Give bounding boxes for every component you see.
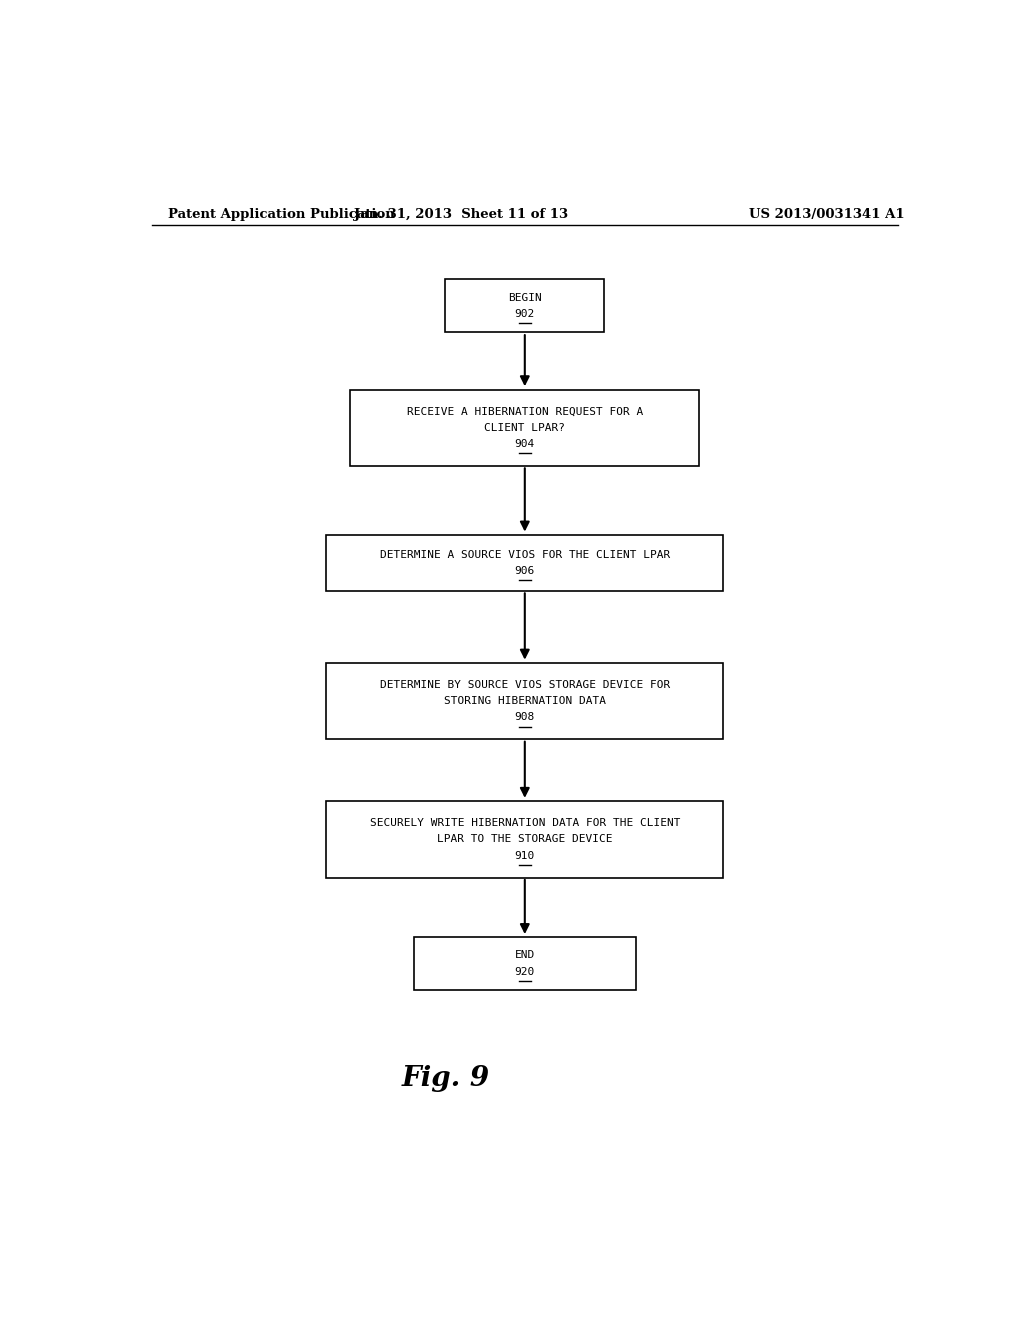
Bar [327,663,723,739]
Text: 904: 904 [515,440,535,449]
Text: 920: 920 [515,966,535,977]
Text: 902: 902 [515,309,535,319]
Text: RECEIVE A HIBERNATION REQUEST FOR A: RECEIVE A HIBERNATION REQUEST FOR A [407,407,643,417]
Text: Fig. 9: Fig. 9 [401,1065,489,1092]
Bar [327,801,723,878]
Text: END: END [515,950,535,960]
Text: US 2013/0031341 A1: US 2013/0031341 A1 [749,207,904,220]
Text: CLIENT LPAR?: CLIENT LPAR? [484,422,565,433]
Text: LPAR TO THE STORAGE DEVICE: LPAR TO THE STORAGE DEVICE [437,834,612,845]
Text: Patent Application Publication: Patent Application Publication [168,207,394,220]
Text: 906: 906 [515,566,535,576]
Text: STORING HIBERNATION DATA: STORING HIBERNATION DATA [443,696,606,706]
Text: SECURELY WRITE HIBERNATION DATA FOR THE CLIENT: SECURELY WRITE HIBERNATION DATA FOR THE … [370,818,680,828]
Text: DETERMINE BY SOURCE VIOS STORAGE DEVICE FOR: DETERMINE BY SOURCE VIOS STORAGE DEVICE … [380,680,670,690]
Bar [327,535,723,591]
Text: 908: 908 [515,713,535,722]
Bar [445,280,604,333]
Text: Jan. 31, 2013  Sheet 11 of 13: Jan. 31, 2013 Sheet 11 of 13 [354,207,568,220]
Bar [350,389,699,466]
Text: DETERMINE A SOURCE VIOS FOR THE CLIENT LPAR: DETERMINE A SOURCE VIOS FOR THE CLIENT L… [380,550,670,560]
Text: 910: 910 [515,850,535,861]
Text: BEGIN: BEGIN [508,293,542,302]
Bar [414,937,636,990]
